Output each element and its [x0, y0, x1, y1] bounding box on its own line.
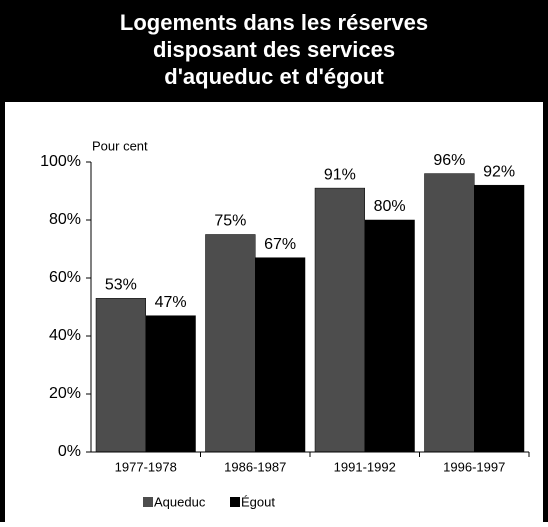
value-label: 47% [155, 294, 187, 311]
value-label: 91% [324, 166, 356, 183]
bar [145, 315, 196, 453]
chart-title: d'aqueduc et d'égout [164, 64, 384, 89]
bar [424, 173, 475, 453]
x-tick-label: 1977-1978 [115, 459, 177, 474]
bar [95, 298, 146, 453]
bar [205, 234, 256, 453]
value-label: 96% [433, 152, 465, 169]
value-label: 92% [483, 163, 515, 180]
x-tick-label: 1991-1992 [334, 459, 396, 474]
x-tick-label: 1986-1987 [224, 459, 286, 474]
bar [255, 257, 306, 453]
chart-title: Logements dans les réserves [120, 10, 428, 35]
y-tick-label: 60% [49, 269, 81, 286]
y-tick-label: 20% [49, 385, 81, 402]
y-tick-label: 80% [49, 211, 81, 228]
bar [364, 219, 415, 453]
legend-swatch [143, 497, 153, 507]
bar [314, 187, 365, 453]
y-tick-label: 40% [49, 327, 81, 344]
value-label: 75% [214, 213, 246, 230]
value-label: 67% [264, 236, 296, 253]
chart-title: disposant des services [153, 37, 395, 62]
y-tick-label: 100% [40, 153, 81, 170]
y-tick-label: 0% [58, 443, 81, 460]
x-tick-label: 1996-1997 [443, 459, 505, 474]
legend-label: Égout [241, 494, 275, 509]
legend-swatch [230, 497, 240, 507]
legend-label: Aqueduc [154, 494, 206, 509]
bar [474, 184, 525, 453]
value-label: 80% [374, 198, 406, 215]
y-axis-label: Pour cent [92, 138, 148, 153]
value-label: 53% [105, 277, 137, 294]
